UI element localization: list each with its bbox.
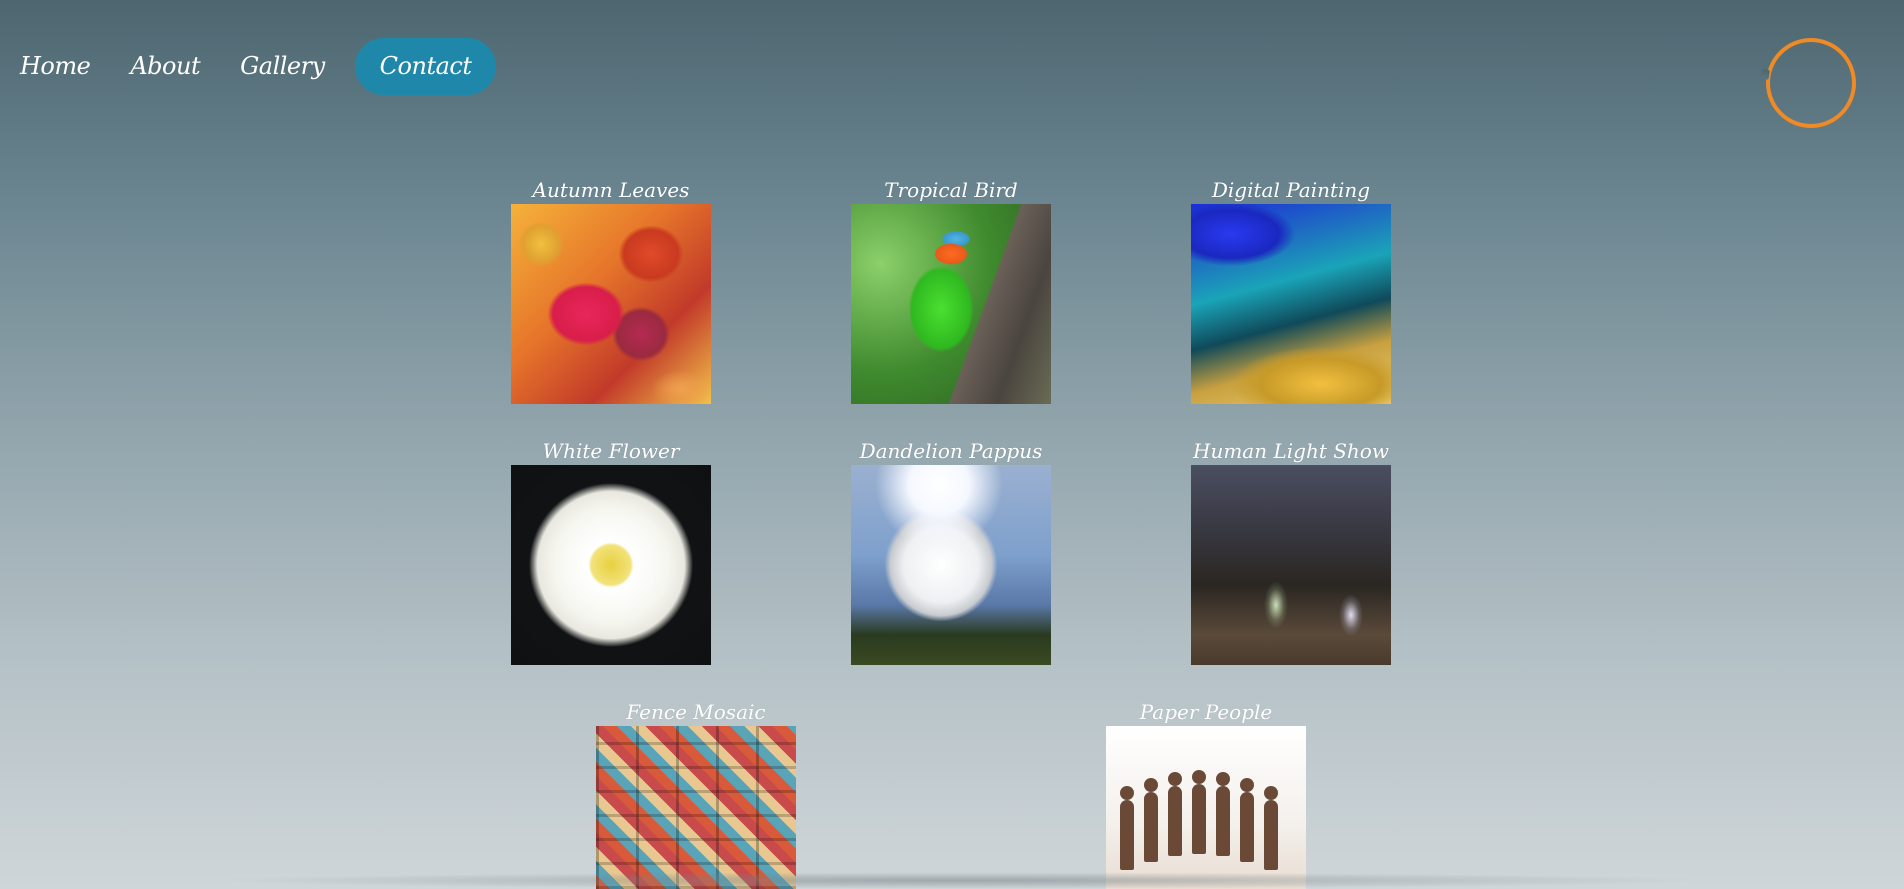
- gallery-tile-tropical-bird[interactable]: Tropical Bird: [851, 176, 1051, 404]
- gallery-tile-white-flower[interactable]: White Flower: [511, 437, 711, 665]
- gallery-tile-human-light-show[interactable]: Human Light Show: [1191, 437, 1391, 665]
- gallery-tile-autumn-leaves[interactable]: Autumn Leaves: [511, 176, 711, 404]
- autumn-leaves-image[interactable]: [511, 204, 711, 404]
- tile-caption: White Flower: [542, 439, 680, 463]
- tile-caption: Fence Mosaic: [626, 700, 766, 724]
- fence-mosaic-image[interactable]: [596, 726, 796, 889]
- gallery-tile-fence-mosaic[interactable]: Fence Mosaic: [596, 698, 796, 889]
- paper-people-image[interactable]: [1106, 726, 1306, 889]
- footer-shadow: [210, 872, 1710, 889]
- tropical-bird-image[interactable]: [851, 204, 1051, 404]
- tile-caption: Autumn Leaves: [532, 178, 690, 202]
- gallery-tile-paper-people[interactable]: Paper People: [1106, 698, 1306, 889]
- nav-about[interactable]: About: [130, 52, 201, 80]
- gallery-tile-dandelion-pappus[interactable]: Dandelion Pappus: [851, 437, 1051, 665]
- tile-caption: Tropical Bird: [884, 178, 1018, 202]
- digital-painting-image[interactable]: [1191, 204, 1391, 404]
- nav-gallery[interactable]: Gallery: [240, 52, 325, 80]
- tile-caption: Digital Painting: [1211, 178, 1371, 202]
- nav-home[interactable]: Home: [20, 52, 91, 80]
- nav-contact[interactable]: Contact: [354, 38, 497, 95]
- logo-ring-icon[interactable]: [1757, 29, 1865, 137]
- dandelion-pappus-image[interactable]: [851, 465, 1051, 665]
- tile-caption: Dandelion Pappus: [859, 439, 1043, 463]
- tile-caption: Paper People: [1139, 700, 1273, 724]
- human-light-show-image[interactable]: [1191, 465, 1391, 665]
- main-nav: Home About Gallery Contact: [0, 38, 497, 95]
- tile-caption: Human Light Show: [1193, 439, 1389, 463]
- white-flower-image[interactable]: [511, 465, 711, 665]
- gallery-tile-digital-painting[interactable]: Digital Painting: [1191, 176, 1391, 404]
